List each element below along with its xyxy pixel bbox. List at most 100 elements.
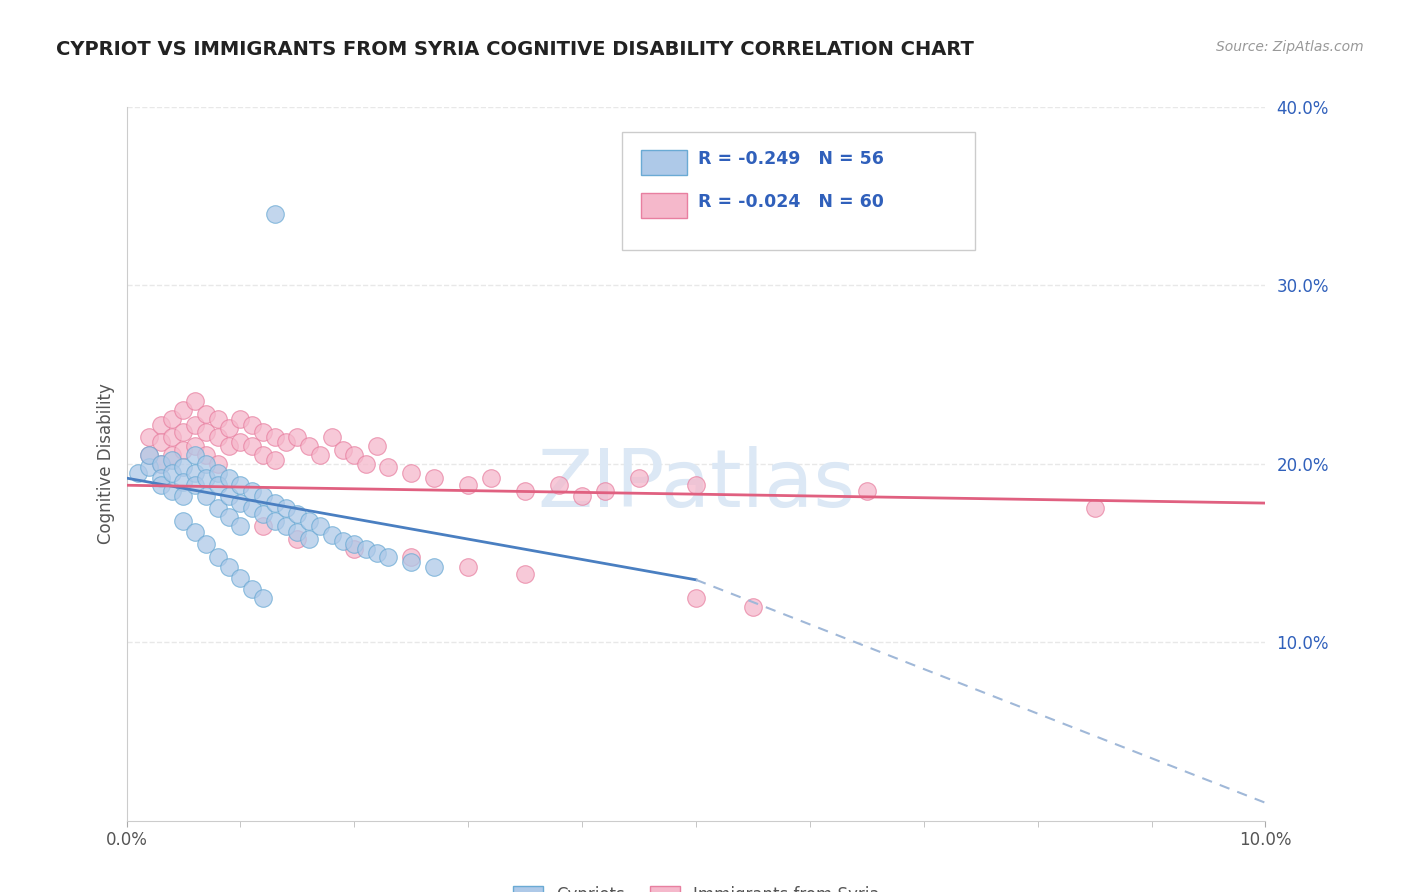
Text: CYPRIOT VS IMMIGRANTS FROM SYRIA COGNITIVE DISABILITY CORRELATION CHART: CYPRIOT VS IMMIGRANTS FROM SYRIA COGNITI… [56, 40, 974, 59]
Point [401, 466, 423, 480]
Point [366, 439, 388, 453]
Point [138, 448, 160, 462]
Point [252, 591, 274, 605]
Point [184, 439, 207, 453]
Point [195, 457, 218, 471]
Point [184, 524, 207, 539]
Point [184, 466, 207, 480]
Point [207, 430, 229, 444]
Point [218, 510, 240, 524]
Point [571, 489, 593, 503]
Point [287, 430, 309, 444]
Point [423, 560, 446, 574]
Point [252, 425, 274, 439]
Point [149, 478, 172, 492]
Point [218, 471, 240, 485]
Point [240, 582, 263, 596]
Point [184, 448, 207, 462]
Text: R = -0.249   N = 56: R = -0.249 N = 56 [699, 150, 884, 168]
Point [457, 560, 479, 574]
Point [252, 448, 274, 462]
Point [401, 549, 423, 564]
Point [515, 483, 537, 498]
Point [195, 489, 218, 503]
Point [229, 571, 252, 585]
Point [263, 430, 285, 444]
Point [207, 412, 229, 426]
Point [479, 471, 502, 485]
Point [332, 442, 354, 457]
Point [172, 460, 194, 475]
Point [195, 471, 218, 485]
Point [218, 421, 240, 435]
Point [149, 417, 172, 432]
Point [229, 496, 252, 510]
Point [240, 417, 263, 432]
Point [377, 460, 399, 475]
Point [423, 471, 446, 485]
Point [172, 403, 194, 417]
Point [309, 519, 332, 533]
Point [309, 448, 332, 462]
Point [240, 501, 263, 516]
Point [354, 457, 377, 471]
Point [138, 448, 160, 462]
Point [343, 448, 366, 462]
Point [138, 460, 160, 475]
Point [685, 478, 707, 492]
Point [593, 483, 616, 498]
Point [274, 501, 297, 516]
Point [263, 453, 285, 467]
Point [252, 489, 274, 503]
Point [160, 453, 183, 467]
Point [160, 466, 183, 480]
Point [855, 483, 877, 498]
Point [1084, 501, 1107, 516]
Point [207, 478, 229, 492]
Point [515, 567, 537, 582]
Point [321, 430, 343, 444]
Point [160, 430, 183, 444]
Point [229, 435, 252, 450]
Point [252, 519, 274, 533]
Point [229, 412, 252, 426]
Point [149, 457, 172, 471]
Point [207, 549, 229, 564]
Point [195, 537, 218, 551]
Point [240, 483, 263, 498]
Point [184, 478, 207, 492]
Text: Source: ZipAtlas.com: Source: ZipAtlas.com [1216, 40, 1364, 54]
Point [548, 478, 571, 492]
Point [274, 519, 297, 533]
Point [127, 466, 149, 480]
Point [160, 483, 183, 498]
Point [377, 549, 399, 564]
Point [149, 471, 172, 485]
Point [321, 528, 343, 542]
Legend: Cypriots, Immigrants from Syria: Cypriots, Immigrants from Syria [506, 879, 886, 892]
Point [287, 532, 309, 546]
Point [298, 514, 321, 528]
Point [207, 457, 229, 471]
Point [195, 407, 218, 421]
Point [401, 555, 423, 569]
Point [160, 448, 183, 462]
Point [195, 448, 218, 462]
Point [195, 425, 218, 439]
Point [263, 496, 285, 510]
Point [172, 489, 194, 503]
Text: ZIPatlas: ZIPatlas [537, 446, 855, 524]
Point [229, 519, 252, 533]
Point [263, 207, 285, 221]
Point [218, 439, 240, 453]
Point [263, 514, 285, 528]
Point [229, 478, 252, 492]
Point [184, 394, 207, 409]
FancyBboxPatch shape [641, 193, 688, 218]
FancyBboxPatch shape [621, 132, 974, 250]
Point [274, 435, 297, 450]
Point [287, 524, 309, 539]
FancyBboxPatch shape [641, 150, 688, 175]
Point [172, 425, 194, 439]
Point [354, 542, 377, 557]
